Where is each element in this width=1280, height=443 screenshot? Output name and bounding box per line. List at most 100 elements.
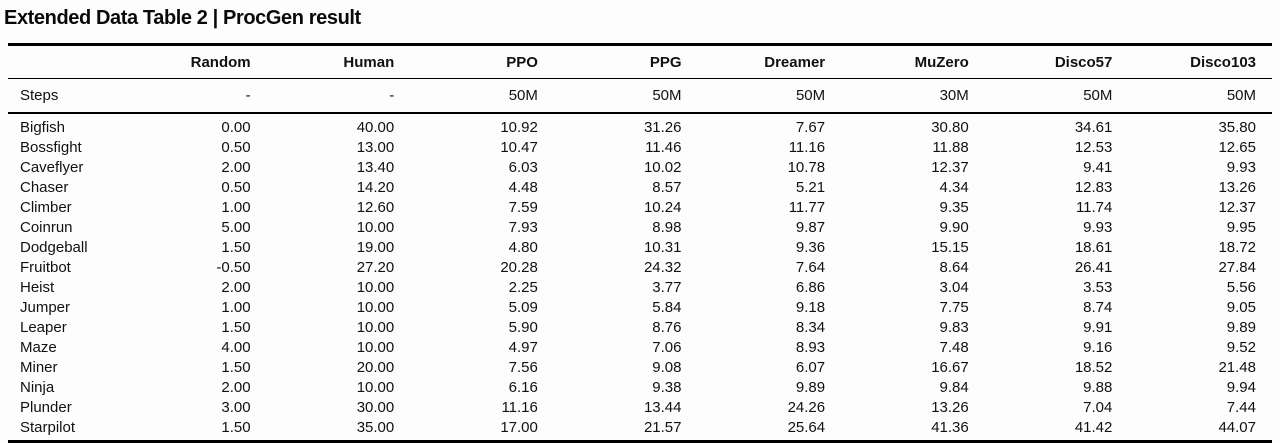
- games-body: Bigfish 0.00 40.00 10.92 31.26 7.67 30.80 34.61…: [8, 113, 1272, 442]
- table-row: Starpilot 1.50 35.00 17.00 21.57 25.64 41.36 41…: [8, 417, 1272, 442]
- game-name-cell: Dodgeball: [20, 238, 88, 256]
- value-cell: 10.00: [356, 218, 395, 236]
- table-row: Chaser 0.50 14.20 4.48 8.57 5.21 4.34 12.83 13.2…: [8, 177, 1272, 197]
- value-cell: 3.00: [221, 398, 251, 416]
- value-cell: 41.42: [1074, 418, 1113, 436]
- column-header: PPG: [649, 53, 682, 71]
- value-cell: 5.56: [1226, 278, 1256, 296]
- corner-cell: [8, 45, 123, 79]
- value-cell: 0.50: [221, 178, 251, 196]
- value-cell: 11.16: [501, 398, 538, 416]
- game-name-cell: Climber: [20, 198, 72, 216]
- value-cell: 9.90: [939, 218, 969, 236]
- value-cell: 13.40: [356, 158, 395, 176]
- value-cell: 14.20: [356, 178, 395, 196]
- best-value-cell: 13.26: [1218, 178, 1256, 196]
- value-cell: 13.44: [643, 398, 682, 416]
- value-cell: 24.32: [643, 258, 682, 276]
- value-cell: 18.61: [1074, 238, 1113, 256]
- value-cell: 4.48: [508, 178, 538, 196]
- header-row: Random Human PPO PPG Dreamer MuZero Disco57 Dis…: [8, 45, 1272, 79]
- value-cell: 26.41: [1074, 258, 1113, 276]
- best-value-cell: 12.65: [1218, 138, 1256, 156]
- value-cell: 10.00: [356, 318, 395, 336]
- steps-value-cell: 50M: [1226, 87, 1256, 104]
- value-cell: 18.52: [1074, 358, 1113, 376]
- value-cell: 31.26: [643, 118, 682, 136]
- table-title: Extended Data Table 2 | ProcGen result: [4, 7, 361, 29]
- value-cell: 7.44: [1226, 398, 1256, 416]
- value-cell: 8.74: [1083, 298, 1113, 316]
- value-cell: 13.00: [356, 138, 395, 156]
- table-row: Jumper 1.00 10.00 5.09 5.84 9.18 7.75 8.74 9.05: [8, 297, 1272, 317]
- value-cell: 9.83: [939, 318, 969, 336]
- game-name-cell: Leaper: [20, 318, 67, 336]
- best-value-cell: 35.80: [1218, 118, 1256, 136]
- value-cell: -0.50: [216, 258, 251, 276]
- table-row: Bigfish 0.00 40.00 10.92 31.26 7.67 30.80 34.61…: [8, 113, 1272, 137]
- game-name-cell: Bigfish: [20, 118, 66, 136]
- game-name-cell: Heist: [20, 278, 55, 296]
- value-cell: 5.90: [508, 318, 538, 336]
- value-cell: 1.50: [221, 418, 251, 436]
- game-name-cell: Ninja: [20, 378, 55, 396]
- column-header: MuZero: [914, 53, 969, 71]
- steps-value-cell: 30M: [939, 87, 969, 104]
- value-cell: 9.35: [939, 198, 969, 216]
- value-cell: 11.77: [788, 198, 826, 216]
- value-cell: 11.88: [932, 138, 969, 156]
- value-cell: 9.84: [939, 378, 969, 396]
- value-cell: 8.34: [795, 318, 826, 336]
- value-cell: 4.97: [508, 338, 538, 356]
- table-row: Plunder 3.00 30.00 11.16 13.44 24.26 13.26 7.04…: [8, 397, 1272, 417]
- table-row: Maze 4.00 10.00 4.97 7.06 8.93 7.48 9.16 9.52: [8, 337, 1272, 357]
- value-cell: 11.46: [645, 138, 682, 156]
- value-cell: 0.00: [221, 118, 251, 136]
- value-cell: 7.06: [652, 338, 682, 356]
- value-cell: 9.87: [795, 218, 826, 236]
- value-cell: 1.50: [221, 318, 251, 336]
- best-value-cell: 12.37: [1218, 198, 1256, 216]
- table-row: Climber 1.00 12.60 7.59 10.24 11.77 9.35 11.74 1…: [8, 197, 1272, 217]
- value-cell: 1.50: [221, 238, 251, 256]
- value-cell: 10.31: [643, 238, 682, 256]
- value-cell: 6.07: [795, 358, 826, 376]
- steps-value-cell: 50M: [1083, 87, 1113, 104]
- value-cell: 10.00: [356, 378, 395, 396]
- value-cell: 19.00: [356, 238, 395, 256]
- value-cell: 17.00: [500, 418, 538, 436]
- steps-row: Steps - - 50M 50M 50M 30M 50M 50M: [8, 79, 1272, 113]
- game-name-cell: Caveflyer: [20, 158, 84, 176]
- table-row: Ninja 2.00 10.00 6.16 9.38 9.89 9.84 9.88 9.94: [8, 377, 1272, 397]
- column-header: Dreamer: [764, 53, 826, 71]
- value-cell: 13.26: [931, 398, 969, 416]
- value-cell: 4.34: [939, 178, 969, 196]
- value-cell: 9.88: [1083, 378, 1113, 396]
- steps-label: Steps: [20, 87, 59, 104]
- table-row: Miner 1.50 20.00 7.56 9.08 6.07 16.67 18.52 21.4…: [8, 357, 1272, 377]
- value-cell: 7.59: [508, 198, 538, 216]
- value-cell: 7.64: [795, 258, 826, 276]
- value-cell: 15.15: [931, 238, 969, 256]
- best-value-cell: 21.48: [1218, 358, 1256, 376]
- value-cell: 9.93: [1226, 158, 1256, 176]
- value-cell: 12.60: [356, 198, 395, 216]
- value-cell: 7.67: [795, 118, 826, 136]
- value-cell: 35.00: [356, 418, 395, 436]
- table-row: Heist 2.00 10.00 2.25 3.77 6.86 3.04 3.53 5.56: [8, 277, 1272, 297]
- best-value-cell: 9.95: [1226, 218, 1256, 236]
- table-row: Caveflyer 2.00 13.40 6.03 10.02 10.78 12.37 9.4…: [8, 157, 1272, 177]
- value-cell: 3.53: [1083, 278, 1113, 296]
- value-cell: 27.20: [356, 258, 395, 276]
- value-cell: 6.16: [508, 378, 538, 396]
- value-cell: 8.64: [939, 258, 969, 276]
- game-name-cell: Fruitbot: [20, 258, 71, 276]
- value-cell: 9.16: [1083, 338, 1113, 356]
- procgen-results-table: Random Human PPO PPG Dreamer MuZero Disco57 Dis…: [8, 43, 1272, 443]
- game-name-cell: Plunder: [20, 398, 72, 416]
- value-cell: 3.77: [652, 278, 682, 296]
- steps-value-cell: 50M: [508, 87, 538, 104]
- value-cell: 9.93: [1083, 218, 1113, 236]
- column-header: Disco103: [1190, 53, 1256, 71]
- value-cell: 21.57: [643, 418, 682, 436]
